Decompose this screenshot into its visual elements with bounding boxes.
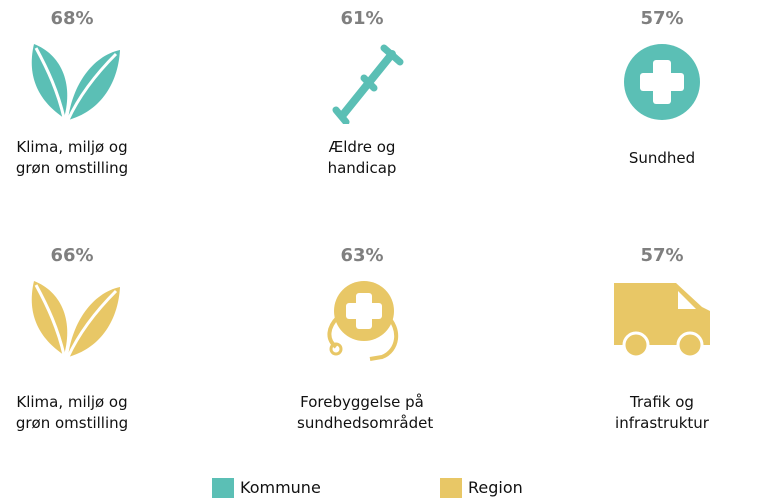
category-text: Klima, miljø og grøn omstilling	[15, 393, 129, 432]
percent-label: 66%	[50, 245, 94, 266]
legend-swatch	[440, 478, 462, 498]
icon	[327, 281, 398, 361]
icon-mark	[614, 283, 710, 359]
legend-label: Kommune	[240, 478, 321, 497]
icon	[614, 283, 710, 359]
percent-label: 57%	[640, 245, 684, 266]
icon-mark	[327, 281, 398, 361]
legend-swatch	[212, 478, 234, 498]
category-text: Sundhed	[628, 148, 696, 167]
category-label: Klima, miljø og grøn omstilling	[0, 388, 157, 438]
category-label: Ældre og handicap	[277, 133, 447, 183]
icon-mark	[31, 281, 120, 358]
category-label: Forebyggelse på sundhedsområdet	[277, 388, 447, 438]
icon	[624, 44, 700, 120]
percent-label: 61%	[340, 8, 384, 29]
category-label: Klima, miljø og grøn omstilling	[0, 133, 157, 183]
percent-label: 68%	[50, 8, 94, 29]
category-text: Trafik og infrastruktur	[615, 393, 709, 432]
icon-mark	[31, 44, 120, 121]
category-text: Klima, miljø og grøn omstilling	[15, 138, 129, 177]
legend-label: Region	[468, 478, 523, 497]
icon-mark	[332, 44, 404, 124]
icon-mark	[624, 44, 700, 120]
category-text: Forebyggelse på sundhedsområdet	[297, 393, 434, 432]
percent-label: 57%	[640, 8, 684, 29]
category-text: Ældre og handicap	[327, 138, 397, 177]
category-label: Trafik og infrastruktur	[577, 388, 747, 438]
icon	[332, 44, 404, 124]
category-label: Sundhed	[577, 133, 747, 183]
icon	[31, 281, 120, 358]
icon	[31, 44, 120, 121]
percent-label: 63%	[340, 245, 384, 266]
